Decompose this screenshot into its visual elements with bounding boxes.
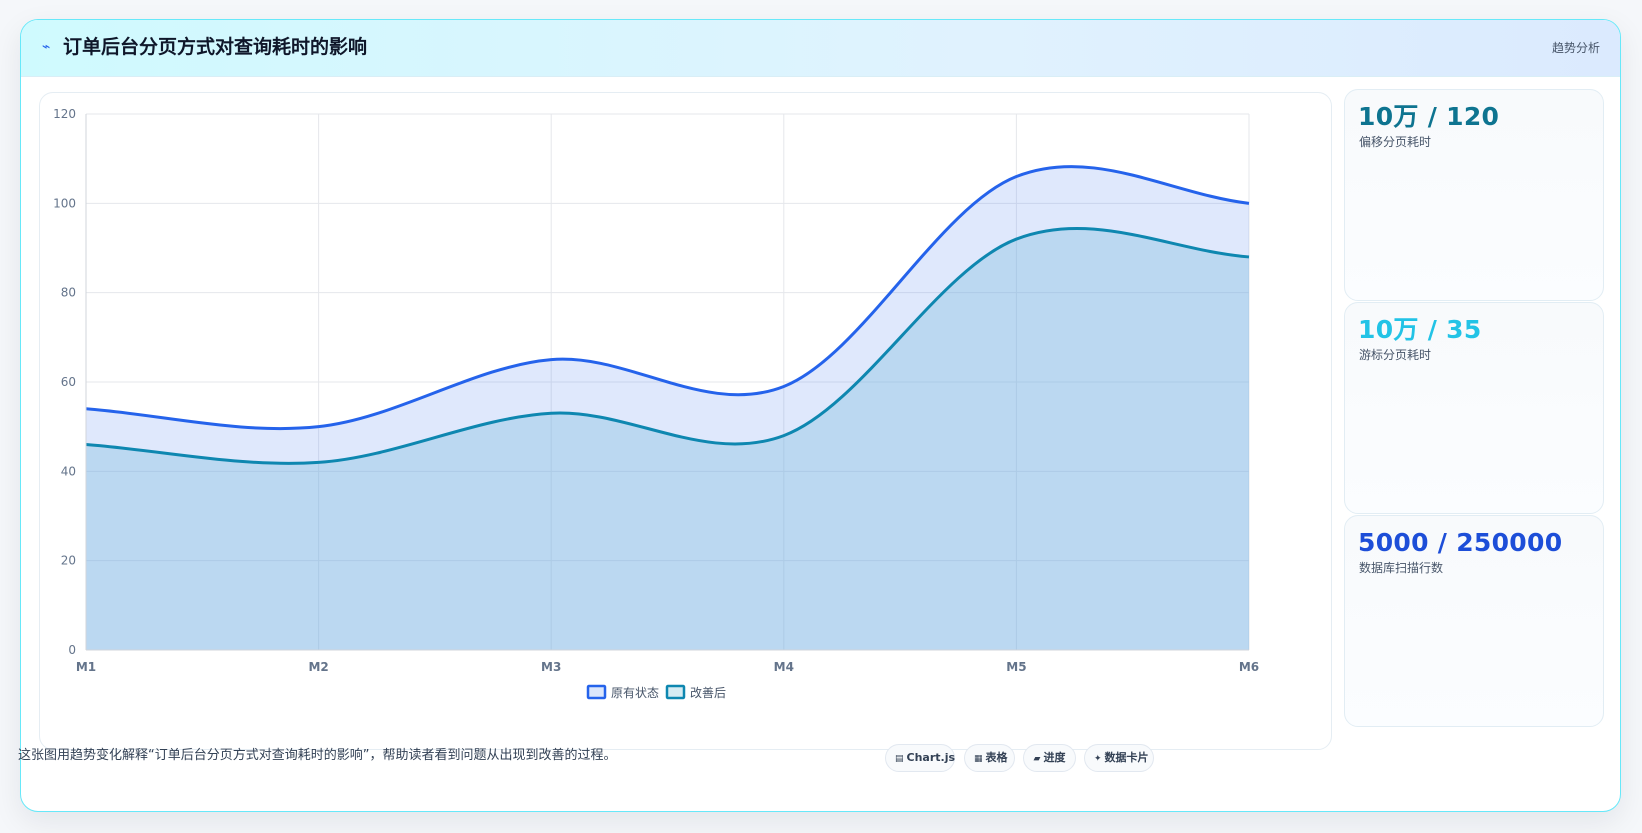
- stat-card-scan-rows: 5000 / 250000 数据库扫描行数: [1344, 515, 1604, 727]
- card-header: ⌁ 订单后台分页方式对查询耗时的影响 趋势分析: [21, 20, 1620, 77]
- stat-value: 10万 / 120: [1358, 102, 1500, 131]
- legend-swatch: [586, 684, 607, 700]
- stat-card-cursor: 10万 / 35 游标分页耗时: [1344, 302, 1604, 514]
- header-tag: 趋势分析: [1551, 41, 1600, 55]
- y-tick-label: 120: [53, 107, 76, 121]
- series-area-improved: [86, 228, 1249, 650]
- chart-line-icon: ⌁: [42, 39, 51, 55]
- stat-label: 数据库扫描行数: [1359, 561, 1444, 575]
- y-tick-label: 60: [61, 375, 76, 389]
- card-icon: ✦: [1094, 754, 1102, 764]
- y-tick-label: 0: [68, 643, 76, 657]
- page-title: 订单后台分页方式对查询耗时的影响: [63, 36, 368, 58]
- y-tick-label: 80: [61, 286, 76, 300]
- progress-icon: ▰: [1033, 754, 1041, 764]
- stat-card-offset: 10万 / 120 偏移分页耗时: [1344, 89, 1604, 301]
- stat-value: 5000 / 250000: [1358, 528, 1563, 557]
- x-tick-label: M4: [774, 660, 794, 674]
- series-area-original: [86, 166, 1249, 650]
- legend-label: 原有状态: [611, 686, 659, 700]
- x-tick-label: M3: [541, 660, 561, 674]
- chart-card: ⌁ 订单后台分页方式对查询耗时的影响 趋势分析 0 20 40 60 80 100 120 M…: [20, 19, 1621, 812]
- series-line-original: [85, 165, 1250, 431]
- x-tick-label: M1: [76, 660, 96, 674]
- chip-chartjs[interactable]: ▤ Chart.js: [885, 744, 955, 772]
- chart-panel: 0 20 40 60 80 100 120 M1 M2 M3 M4 M5 M6 原有状态 改善后: [39, 92, 1332, 750]
- chip-label: Chart.js: [906, 751, 956, 764]
- x-tick-label: M6: [1239, 660, 1259, 674]
- table-icon: ▦: [974, 754, 983, 764]
- x-tick-label: M5: [1006, 660, 1026, 674]
- chip-table[interactable]: ▦ 表格: [964, 744, 1015, 772]
- chip-label: 进度: [1043, 751, 1066, 764]
- y-tick-label: 40: [61, 464, 76, 478]
- chart-icon: ▤: [895, 754, 904, 764]
- series-line-improved: [85, 226, 1250, 465]
- legend-swatch: [665, 684, 686, 700]
- chart-caption: 这张图用趋势变化解释“订单后台分页方式对查询耗时的影响”，帮助读者看到问题从出现…: [18, 748, 617, 763]
- x-tick-label: M2: [308, 660, 328, 674]
- stat-label: 游标分页耗时: [1359, 348, 1432, 362]
- y-tick-label: 100: [53, 196, 76, 210]
- legend-label: 改善后: [690, 685, 726, 700]
- stat-label: 偏移分页耗时: [1359, 135, 1432, 149]
- stat-value: 10万 / 35: [1358, 315, 1482, 344]
- area-chart: 0 20 40 60 80 100 120 M1 M2 M3 M4 M5 M6 原有状态 改善后: [53, 107, 1259, 700]
- y-tick-label: 20: [61, 554, 76, 568]
- chip-label: 表格: [985, 751, 1008, 764]
- chip-progress[interactable]: ▰ 进度: [1023, 744, 1076, 772]
- chip-label: 数据卡片: [1104, 751, 1149, 764]
- chip-data-card[interactable]: ✦ 数据卡片: [1084, 744, 1154, 772]
